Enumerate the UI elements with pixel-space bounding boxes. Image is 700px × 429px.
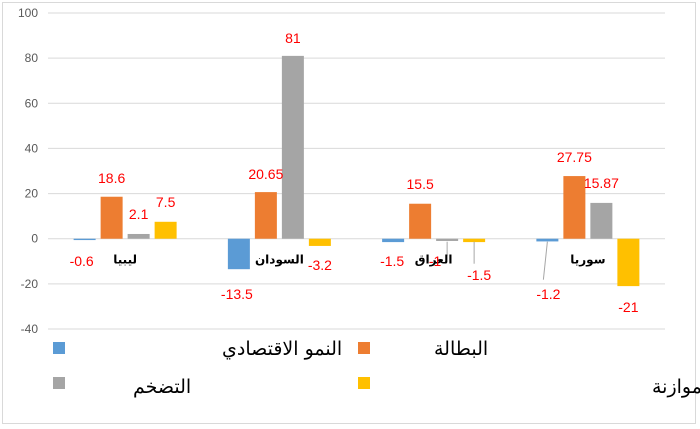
bar	[436, 238, 459, 241]
y-tick-label: -40	[21, 322, 39, 336]
data-label: -1.2	[536, 286, 560, 302]
bar	[127, 233, 150, 239]
bar	[536, 238, 559, 242]
data-label: -1.5	[380, 253, 404, 269]
data-label: 7.5	[156, 194, 176, 210]
data-label: -3.2	[308, 257, 332, 273]
bar	[154, 221, 177, 239]
y-tick-label: 0	[31, 232, 38, 246]
data-label: 27.75	[557, 149, 592, 165]
data-label: 15.87	[584, 175, 619, 191]
y-tick-label: 60	[25, 96, 39, 110]
bar	[73, 238, 96, 241]
bar	[100, 196, 123, 239]
legend-label: عجز الموازنة أو فائض الموازنة	[652, 374, 700, 398]
data-label: 18.6	[98, 170, 125, 186]
bar	[563, 176, 586, 239]
y-tick-label: 80	[25, 51, 39, 65]
legend-label: البطالة	[434, 338, 488, 360]
y-tick-label: -20	[21, 277, 39, 291]
bars	[73, 55, 640, 287]
data-label: 2.1	[129, 206, 149, 222]
legend-swatch	[53, 377, 65, 389]
y-tick-label: 20	[25, 187, 39, 201]
data-label: 20.65	[248, 166, 283, 182]
data-label: -1	[429, 253, 442, 269]
data-label: -21	[618, 299, 638, 315]
y-axis-ticks: -40 -20 0 20 40 60 80 100	[18, 6, 38, 336]
category-label: سوريا	[570, 253, 605, 268]
data-labels: -0.6 -13.5 -1.5 -1.2 18.6 20.65 15.5 27.75 2.1 81…	[70, 30, 639, 315]
bar	[227, 238, 250, 270]
data-label: 81	[285, 30, 301, 46]
data-label: -13.5	[221, 286, 253, 302]
bar	[409, 203, 432, 239]
legend-swatch	[358, 377, 370, 389]
data-label: -0.6	[70, 253, 94, 269]
leader-line	[542, 241, 548, 280]
bar	[281, 55, 304, 239]
bar	[617, 238, 640, 287]
data-label: -1.5	[467, 267, 491, 283]
bar	[463, 238, 486, 243]
legend-swatch	[53, 342, 65, 354]
legend: النمو الاقتصادي البطالة التضخم عجز الموازنة…	[53, 338, 700, 398]
category-label: العراق	[415, 253, 453, 267]
y-tick-label: 100	[18, 6, 38, 20]
bar	[382, 238, 405, 243]
bar	[308, 238, 331, 246]
category-label: ليبيا	[113, 253, 137, 267]
leader-lines	[446, 241, 548, 280]
category-label: السودان	[255, 253, 304, 268]
gridlines	[48, 12, 665, 330]
category-labels: ليبيا السودان العراق سوريا	[113, 253, 605, 268]
y-tick-label: 40	[25, 141, 39, 155]
bar	[590, 202, 613, 239]
legend-swatch	[358, 342, 370, 354]
bar	[254, 192, 277, 239]
legend-label: النمو الاقتصادي	[222, 338, 342, 360]
data-label: 15.5	[407, 176, 434, 192]
legend-label: التضخم	[133, 376, 191, 398]
